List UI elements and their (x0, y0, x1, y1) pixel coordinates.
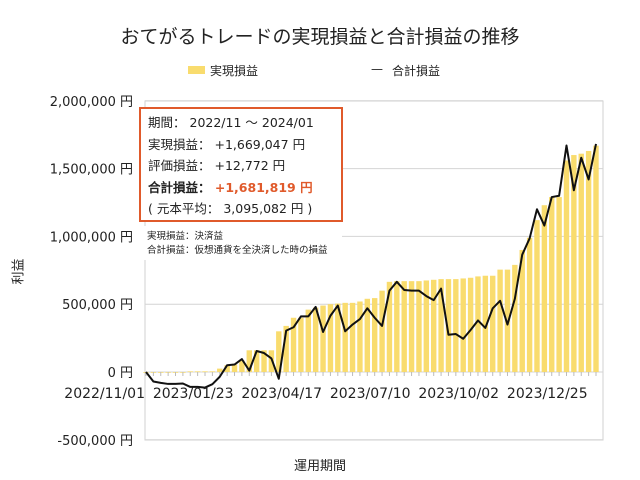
bar (349, 302, 356, 372)
y-tick-label: 2,000,000 円 (50, 95, 133, 110)
legend-total: 合計損益 (392, 64, 441, 78)
bar (202, 371, 208, 373)
realized-label: 実現損益： (148, 136, 211, 152)
bar (224, 365, 230, 372)
bar (305, 309, 311, 372)
bar (585, 150, 592, 372)
bar (371, 298, 378, 372)
bar (408, 281, 415, 372)
total-row: 合計損益： +1,681,819 円 (148, 177, 341, 199)
legend-bar-swatch (188, 66, 205, 74)
realized-row: 実現損益： +1,669,047 円 (148, 134, 341, 156)
x-tick-label: 2023/07/10 (330, 386, 411, 402)
y-tick-label: -500,000 円 (57, 434, 133, 449)
bar (217, 368, 223, 372)
bar (556, 197, 562, 372)
x-tick-label: 2022/11/01 (64, 386, 145, 402)
legend-realized: 実現損益 (210, 64, 259, 78)
bar (482, 275, 489, 372)
x-tick-label: 2023/12/25 (507, 386, 588, 402)
bar (327, 304, 334, 372)
bar (593, 145, 599, 372)
y-tick-label: 0 円 (108, 366, 133, 381)
bar (231, 364, 238, 372)
bar (490, 275, 496, 372)
bar (194, 371, 201, 373)
bar (431, 279, 437, 372)
principal-row: ( 元本平均： 3,095,082 円 ) (148, 201, 313, 216)
unrealized-label: 評価損益： (148, 158, 211, 173)
bar (335, 303, 341, 372)
bar (467, 277, 474, 372)
bar (563, 160, 570, 372)
summary-box: 期間： 2022/11 ～ 2024/01 実現損益： +1,669,047 円… (139, 107, 343, 222)
bar (549, 197, 555, 372)
unrealized-row: 評価損益： +12,772 円 (148, 155, 341, 177)
bar (401, 281, 407, 372)
bar (438, 279, 444, 372)
bar (239, 360, 245, 372)
bar (445, 279, 452, 372)
bar (571, 155, 577, 372)
bar (357, 301, 363, 372)
bar (453, 279, 459, 372)
chart-title: おてがるトレードの実現損益と合計損益の推移 (120, 26, 520, 48)
note-realized: 実現損益：決済益 (147, 231, 224, 242)
note-total: 合計損益：仮想通貨を全決済した時の損益 (147, 245, 328, 256)
bar (475, 276, 481, 372)
y-tick-label: 500,000 円 (62, 298, 133, 313)
y-tick-label: 1,500,000 円 (50, 163, 133, 178)
bar (246, 350, 252, 372)
bar (519, 249, 525, 372)
bar (497, 269, 503, 372)
total-label: 合計損益： (148, 179, 211, 195)
total-line (145, 143, 597, 389)
unrealized-value: +12,772 円 (214, 158, 286, 173)
notes: 実現損益：決済益 合計損益：仮想通貨を全決済した時の損益 (139, 226, 342, 260)
bar (541, 205, 548, 372)
bar (261, 350, 267, 372)
bar (512, 264, 518, 372)
bar (320, 305, 326, 372)
bar (342, 302, 348, 372)
period-row: 期間： 2022/11 ～ 2024/01 (148, 112, 341, 134)
bar (534, 220, 540, 372)
bar (526, 237, 533, 372)
bar (283, 325, 289, 372)
bar (379, 290, 385, 372)
realized-value: +1,669,047 円 (214, 136, 306, 152)
bar (253, 350, 260, 372)
bar (460, 278, 466, 372)
x-axis-label: 運用期間 (293, 459, 346, 474)
bar (416, 281, 422, 372)
total-value: +1,681,819 円 (214, 179, 313, 195)
bar (187, 371, 193, 373)
period-label: 期間： (148, 115, 186, 130)
legend-line-swatch: — (371, 62, 383, 76)
bar (290, 317, 297, 372)
bar (578, 153, 584, 372)
bar (364, 298, 371, 372)
bar (298, 317, 304, 372)
period-value: 2022/11 ～ 2024/01 (189, 115, 314, 130)
x-tick-label: 2023/01/23 (153, 386, 234, 402)
bar (312, 307, 319, 372)
y-tick-label: 1,000,000 円 (50, 230, 133, 245)
bar (423, 280, 430, 372)
bar (209, 371, 216, 373)
bar (394, 281, 400, 372)
bar (504, 269, 511, 372)
x-tick-label: 2023/10/02 (418, 386, 499, 402)
x-tick-label: 2023/04/17 (241, 386, 322, 402)
bar (276, 331, 282, 372)
bar (386, 281, 393, 372)
